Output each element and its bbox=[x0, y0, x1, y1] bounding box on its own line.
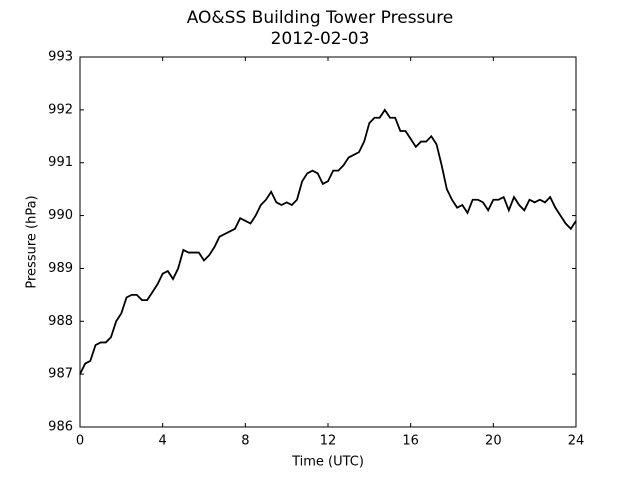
y-tick-label: 992 bbox=[48, 102, 73, 117]
y-tick-label: 991 bbox=[48, 155, 73, 170]
chart-subtitle: 2012-02-03 bbox=[271, 29, 370, 49]
y-axis-label: Pressure (hPa) bbox=[25, 195, 40, 288]
x-tick-label: 16 bbox=[402, 434, 419, 449]
x-tick-label: 4 bbox=[159, 434, 167, 449]
y-tick-label: 987 bbox=[48, 367, 73, 382]
y-tick-label: 988 bbox=[48, 314, 73, 329]
x-tick-label: 24 bbox=[568, 434, 585, 449]
y-tick-label: 993 bbox=[48, 50, 73, 65]
data-line bbox=[79, 108, 577, 375]
chart-title: AO&SS Building Tower Pressure bbox=[187, 8, 454, 28]
y-tick-label: 989 bbox=[48, 261, 73, 276]
x-tick-label: 8 bbox=[241, 434, 249, 449]
y-tick-label: 986 bbox=[48, 420, 73, 435]
x-tick-label: 0 bbox=[76, 434, 84, 449]
x-axis-label: Time (UTC) bbox=[291, 455, 364, 470]
x-tick-label: 12 bbox=[320, 434, 337, 449]
x-tick-label: 20 bbox=[485, 434, 502, 449]
plot-frame bbox=[79, 56, 577, 428]
y-tick-label: 990 bbox=[48, 208, 73, 223]
